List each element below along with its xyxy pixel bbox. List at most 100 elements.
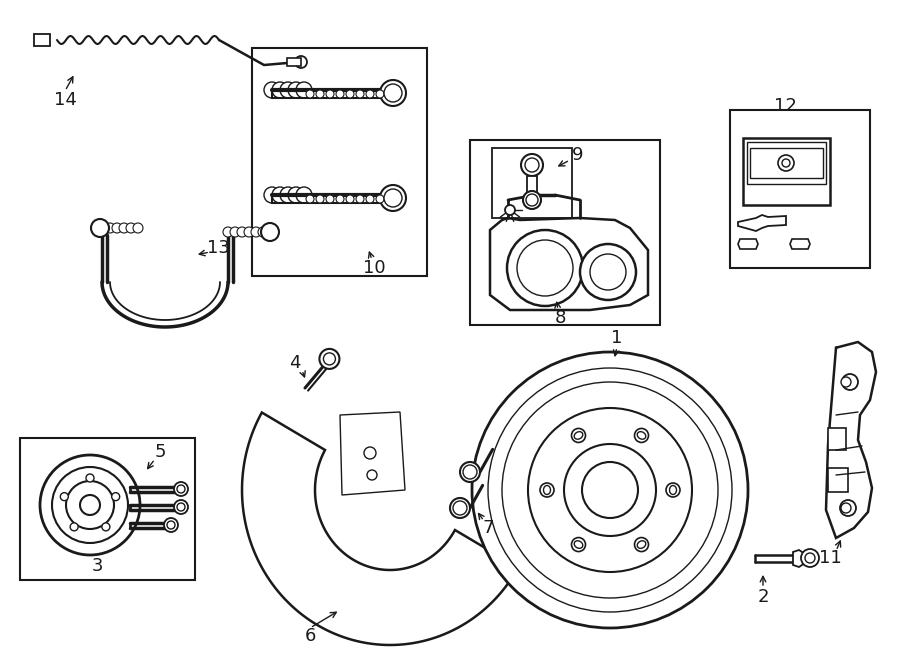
Circle shape — [174, 482, 188, 496]
Bar — [492, 148, 572, 218]
Ellipse shape — [637, 541, 646, 549]
Circle shape — [261, 223, 279, 241]
Circle shape — [521, 154, 543, 176]
Circle shape — [526, 194, 538, 206]
Circle shape — [453, 501, 467, 515]
Circle shape — [336, 195, 344, 203]
Circle shape — [177, 485, 185, 493]
Circle shape — [296, 82, 312, 98]
Circle shape — [356, 195, 364, 203]
Circle shape — [295, 56, 307, 68]
Polygon shape — [743, 138, 830, 205]
Circle shape — [296, 187, 312, 203]
Circle shape — [450, 498, 470, 518]
Circle shape — [40, 455, 140, 555]
Circle shape — [288, 187, 304, 203]
Circle shape — [288, 82, 304, 98]
Circle shape — [380, 80, 406, 106]
Circle shape — [316, 195, 324, 203]
Circle shape — [507, 230, 583, 306]
Circle shape — [356, 90, 364, 98]
Circle shape — [840, 500, 856, 516]
Text: 9: 9 — [572, 146, 584, 164]
Bar — [252, 48, 427, 276]
Circle shape — [380, 185, 406, 211]
Circle shape — [237, 227, 247, 237]
Circle shape — [842, 374, 858, 390]
Circle shape — [463, 465, 477, 479]
Circle shape — [177, 503, 185, 511]
Circle shape — [384, 189, 402, 207]
Ellipse shape — [574, 541, 583, 549]
Circle shape — [80, 495, 100, 515]
Circle shape — [472, 352, 748, 628]
Bar — [34, 34, 50, 46]
Ellipse shape — [574, 432, 583, 439]
Circle shape — [841, 377, 851, 387]
Circle shape — [564, 444, 656, 536]
Text: 4: 4 — [289, 354, 301, 372]
Text: 3: 3 — [91, 557, 103, 575]
Circle shape — [86, 474, 94, 482]
Circle shape — [528, 408, 692, 572]
Text: 13: 13 — [207, 239, 230, 257]
Circle shape — [70, 523, 78, 531]
Text: 2: 2 — [757, 588, 769, 606]
Circle shape — [119, 223, 129, 233]
Bar — [828, 428, 846, 450]
Bar — [828, 468, 848, 492]
Circle shape — [376, 195, 384, 203]
Circle shape — [801, 549, 819, 567]
Circle shape — [280, 187, 296, 203]
Circle shape — [272, 187, 288, 203]
Text: 7: 7 — [482, 519, 494, 537]
Circle shape — [523, 191, 541, 209]
Bar — [750, 148, 823, 178]
Ellipse shape — [670, 485, 677, 494]
Circle shape — [502, 382, 718, 598]
Circle shape — [306, 195, 314, 203]
Circle shape — [244, 227, 254, 237]
Polygon shape — [826, 342, 876, 538]
Circle shape — [525, 158, 539, 172]
Circle shape — [367, 470, 377, 480]
Ellipse shape — [544, 485, 551, 494]
Circle shape — [112, 492, 120, 500]
Circle shape — [460, 462, 480, 482]
Text: 5: 5 — [154, 443, 166, 461]
Circle shape — [251, 227, 261, 237]
Circle shape — [580, 244, 636, 300]
Circle shape — [66, 481, 114, 529]
Circle shape — [105, 223, 115, 233]
Circle shape — [517, 240, 573, 296]
Circle shape — [666, 483, 680, 497]
Text: 6: 6 — [304, 627, 316, 645]
Circle shape — [572, 537, 586, 551]
Circle shape — [782, 159, 790, 167]
Circle shape — [112, 223, 122, 233]
Text: 8: 8 — [554, 309, 566, 327]
Circle shape — [126, 223, 136, 233]
Bar — [527, 176, 537, 196]
Circle shape — [320, 349, 339, 369]
Circle shape — [540, 483, 554, 497]
Circle shape — [346, 195, 354, 203]
Circle shape — [841, 503, 851, 513]
Circle shape — [634, 428, 649, 442]
Circle shape — [280, 82, 296, 98]
Circle shape — [488, 368, 732, 612]
Polygon shape — [738, 239, 758, 249]
Circle shape — [174, 500, 188, 514]
Circle shape — [133, 223, 143, 233]
Text: 1: 1 — [611, 329, 623, 347]
Bar — [470, 140, 660, 325]
Polygon shape — [340, 412, 405, 495]
Circle shape — [572, 428, 586, 442]
Circle shape — [306, 90, 314, 98]
Circle shape — [316, 90, 324, 98]
Circle shape — [258, 227, 268, 237]
Circle shape — [326, 195, 334, 203]
Polygon shape — [790, 239, 810, 249]
Circle shape — [323, 353, 336, 365]
Bar — [747, 142, 826, 184]
